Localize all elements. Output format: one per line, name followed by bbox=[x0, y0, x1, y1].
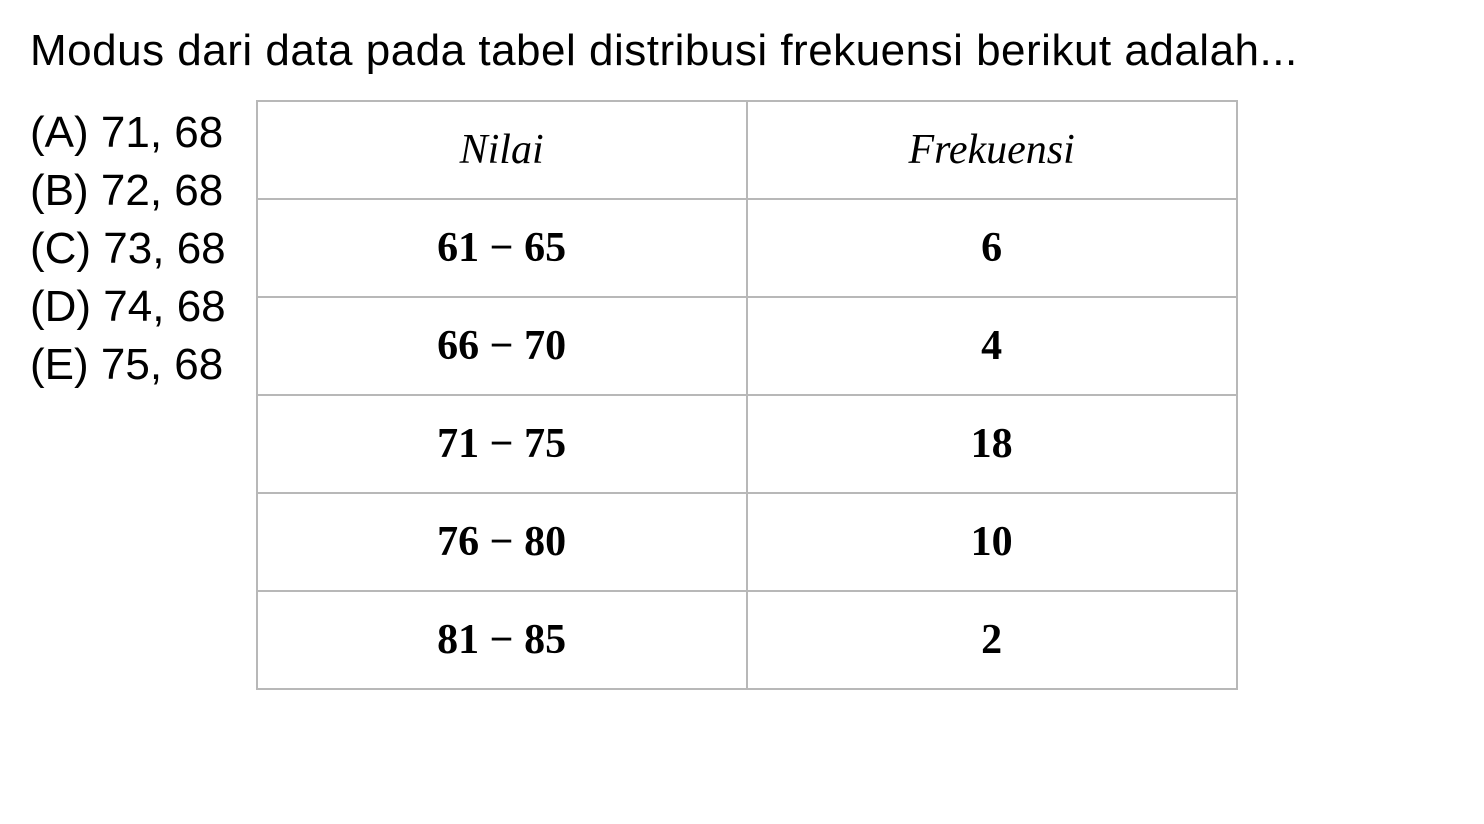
table-row: 76 − 80 10 bbox=[257, 493, 1237, 591]
content-row: (A) 71, 68 (B) 72, 68 (C) 73, 68 (D) 74,… bbox=[30, 100, 1454, 690]
option-a: (A) 71, 68 bbox=[30, 108, 226, 158]
cell-frekuensi: 4 bbox=[747, 297, 1237, 395]
answer-options: (A) 71, 68 (B) 72, 68 (C) 73, 68 (D) 74,… bbox=[30, 100, 226, 390]
cell-nilai: 81 − 85 bbox=[257, 591, 747, 689]
cell-frekuensi: 18 bbox=[747, 395, 1237, 493]
question-text: Modus dari data pada tabel distribusi fr… bbox=[30, 20, 1454, 82]
table-row: 81 − 85 2 bbox=[257, 591, 1237, 689]
table-row: 61 − 65 6 bbox=[257, 199, 1237, 297]
table-row: 66 − 70 4 bbox=[257, 297, 1237, 395]
cell-nilai: 66 − 70 bbox=[257, 297, 747, 395]
cell-nilai: 71 − 75 bbox=[257, 395, 747, 493]
option-d: (D) 74, 68 bbox=[30, 282, 226, 332]
header-frekuensi: Frekuensi bbox=[747, 101, 1237, 199]
table-header-row: Nilai Frekuensi bbox=[257, 101, 1237, 199]
cell-nilai: 61 − 65 bbox=[257, 199, 747, 297]
option-c: (C) 73, 68 bbox=[30, 224, 226, 274]
cell-nilai: 76 − 80 bbox=[257, 493, 747, 591]
option-b: (B) 72, 68 bbox=[30, 166, 226, 216]
table-row: 71 − 75 18 bbox=[257, 395, 1237, 493]
cell-frekuensi: 10 bbox=[747, 493, 1237, 591]
option-e: (E) 75, 68 bbox=[30, 340, 226, 390]
cell-frekuensi: 2 bbox=[747, 591, 1237, 689]
frequency-table: Nilai Frekuensi 61 − 65 6 66 − 70 4 71 −… bbox=[256, 100, 1238, 690]
cell-frekuensi: 6 bbox=[747, 199, 1237, 297]
header-nilai: Nilai bbox=[257, 101, 747, 199]
